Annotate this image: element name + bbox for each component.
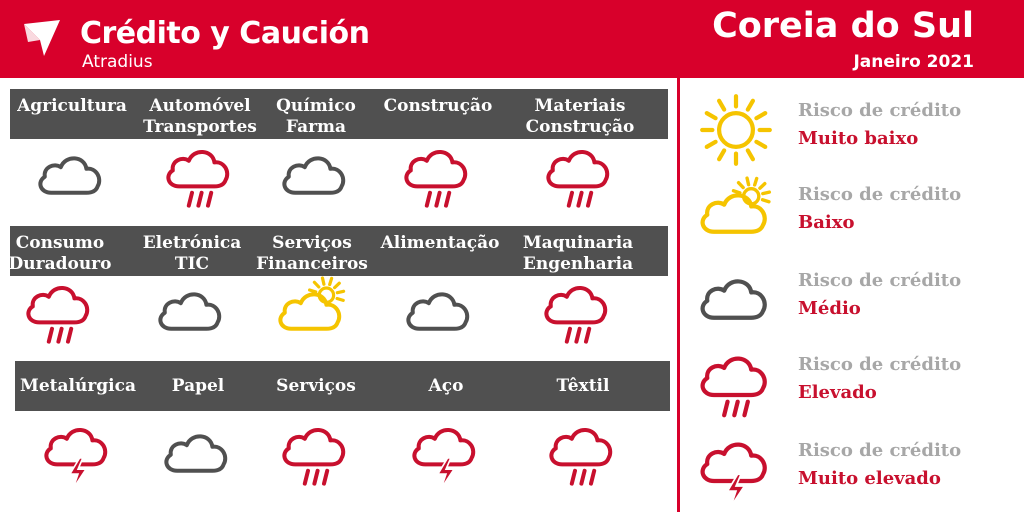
- rain-cloud-icon: [538, 276, 618, 352]
- brand-subtitle: Atradius: [82, 52, 153, 72]
- sector-label-line: Têxtil: [556, 376, 610, 396]
- sector-label-line: Aço: [428, 376, 464, 396]
- sector-label: Alimentação: [381, 233, 500, 254]
- divider-line: [677, 78, 680, 512]
- rain-cloud-icon: [693, 346, 779, 426]
- sector-label-line: Transportes: [143, 117, 257, 137]
- cloud-icon: [400, 276, 480, 352]
- sector-label: Papel: [172, 376, 225, 397]
- legend-risk-value: Baixo: [798, 212, 855, 233]
- sector-label: Aço: [429, 376, 464, 397]
- sector-label-line: Construção: [525, 117, 635, 137]
- legend-risk-value: Muito baixo: [798, 128, 919, 149]
- rain-cloud-icon: [398, 140, 478, 216]
- rain-cloud-icon: [543, 418, 623, 494]
- sector-label: Materiais Construção: [526, 96, 635, 138]
- storm-cloud-icon: [693, 432, 779, 512]
- sector-label-line: Financeiros: [256, 254, 368, 274]
- sector-label: Automóvel Transportes: [143, 96, 257, 138]
- sector-label-line: Construção: [383, 96, 493, 116]
- storm-cloud-icon: [406, 418, 486, 494]
- sector-label-line: Alimentação: [380, 233, 500, 253]
- sector-label: Serviços Financeiros: [256, 233, 368, 275]
- cloud-icon: [158, 418, 238, 494]
- country-title: Coreia do Sul: [712, 6, 974, 46]
- brand-name: Crédito y Caución: [80, 16, 370, 51]
- rain-cloud-icon: [160, 140, 240, 216]
- sector-label-line: Materiais: [534, 96, 626, 116]
- sector-label-line: Químico: [276, 96, 356, 116]
- sector-label-line: Automóvel: [149, 96, 251, 116]
- sector-label-line: Farma: [285, 117, 347, 137]
- rain-cloud-icon: [20, 276, 100, 352]
- cloud-icon: [152, 276, 232, 352]
- legend-title: Risco de crédito: [798, 440, 962, 461]
- legend-title: Risco de crédito: [798, 184, 962, 205]
- sector-label-line: Consumo: [15, 233, 105, 253]
- sector-label-line: Agricultura: [17, 96, 127, 116]
- cloud-icon: [32, 140, 112, 216]
- cloud-icon: [693, 262, 779, 342]
- report-date: Janeiro 2021: [853, 52, 974, 72]
- sector-label: Agricultura: [17, 96, 127, 117]
- sun-icon: [693, 92, 779, 172]
- sector-label-line: Eletrónica: [142, 233, 242, 253]
- sector-label: Químico Farma: [276, 96, 356, 138]
- sector-label: Metalúrgica: [20, 376, 136, 397]
- rain-cloud-icon: [540, 140, 620, 216]
- sector-header-bar: [10, 89, 668, 139]
- legend-title: Risco de crédito: [798, 100, 962, 121]
- legend-title: Risco de crédito: [798, 270, 962, 291]
- sector-label: Consumo Duradouro: [9, 233, 112, 275]
- header-banner: Crédito y Caución Atradius Coreia do Sul…: [0, 0, 1024, 78]
- sun-cloud-icon: [272, 276, 352, 352]
- legend-risk-value: Muito elevado: [798, 468, 941, 489]
- sector-label-line: Maquinaria: [522, 233, 634, 253]
- rain-cloud-icon: [276, 418, 356, 494]
- sector-label: Têxtil: [557, 376, 610, 397]
- sector-label-line: Duradouro: [8, 254, 112, 274]
- sector-label-line: Engenharia: [522, 254, 634, 274]
- legend-title: Risco de crédito: [798, 354, 962, 375]
- sector-header-bar: [15, 361, 670, 411]
- sector-label: Maquinaria Engenharia: [523, 233, 633, 275]
- sector-label: Serviços: [276, 376, 356, 397]
- legend-risk-value: Elevado: [798, 382, 877, 403]
- sector-label: Construção: [384, 96, 493, 117]
- atradius-logo-icon: [24, 20, 60, 56]
- legend-risk-value: Médio: [798, 298, 861, 319]
- storm-cloud-icon: [38, 418, 118, 494]
- sun-cloud-icon: [693, 176, 779, 256]
- brand-logo: Crédito y Caución Atradius: [20, 14, 370, 74]
- sector-header-bar: [10, 226, 668, 276]
- sector-label-line: Serviços: [272, 233, 352, 253]
- sector-label: Eletrónica TIC: [143, 233, 242, 275]
- sector-label-line: Metalúrgica: [20, 376, 136, 396]
- sector-label-line: Serviços: [276, 376, 356, 396]
- cloud-icon: [276, 140, 356, 216]
- sector-label-line: TIC: [174, 254, 210, 274]
- sector-label-line: Papel: [171, 376, 225, 396]
